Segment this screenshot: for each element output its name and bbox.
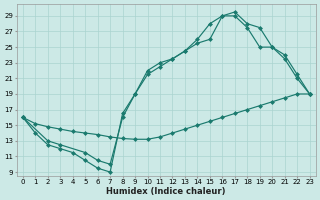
X-axis label: Humidex (Indice chaleur): Humidex (Indice chaleur)	[107, 187, 226, 196]
